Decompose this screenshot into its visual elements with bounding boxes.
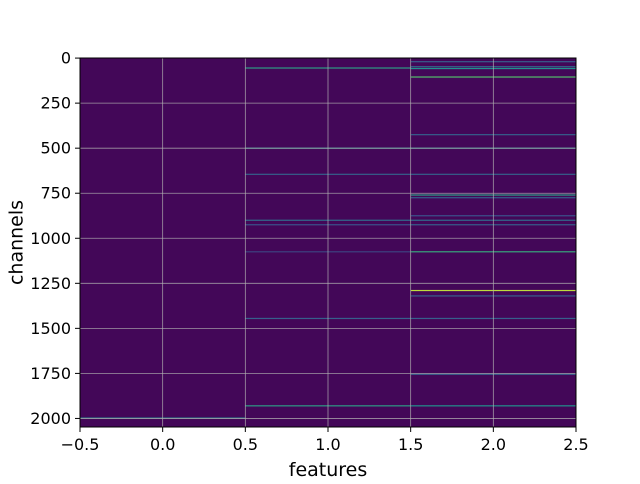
x-tick-label: −0.5 xyxy=(61,435,100,454)
x-tick-label: 0.5 xyxy=(233,435,258,454)
x-tick-label: 2.0 xyxy=(481,435,506,454)
y-tick-label: 1500 xyxy=(30,319,71,338)
y-axis-ticks: 0 250 500 750 1000 1250 1500 1750 2000 xyxy=(30,49,80,428)
y-tick-label: 250 xyxy=(40,94,71,113)
y-tick-label: 1000 xyxy=(30,229,71,248)
x-axis-label: features xyxy=(289,459,368,480)
y-tick-label: 500 xyxy=(40,139,71,158)
y-tick-label: 0 xyxy=(61,49,71,68)
y-tick-label: 750 xyxy=(40,184,71,203)
y-tick-label: 1250 xyxy=(30,274,71,293)
y-tick-label: 2000 xyxy=(30,409,71,428)
x-axis-ticks: −0.5 0.0 0.5 1.0 1.5 2.0 2.5 xyxy=(61,427,589,454)
y-axis-label: channels xyxy=(6,200,28,285)
y-tick-label: 1750 xyxy=(30,364,71,383)
x-tick-label: 1.0 xyxy=(315,435,340,454)
x-tick-label: 0.0 xyxy=(150,435,175,454)
x-tick-label: 1.5 xyxy=(398,435,423,454)
x-tick-label: 2.5 xyxy=(563,435,588,454)
